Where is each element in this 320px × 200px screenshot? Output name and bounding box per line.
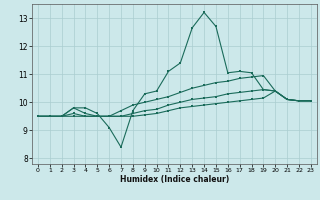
X-axis label: Humidex (Indice chaleur): Humidex (Indice chaleur) (120, 175, 229, 184)
